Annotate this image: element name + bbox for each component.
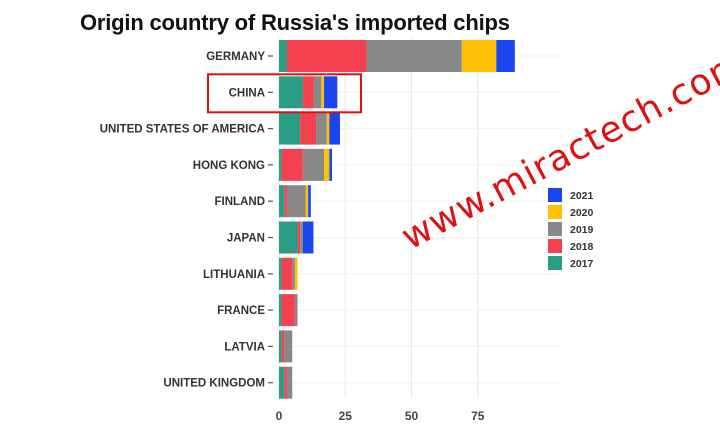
bar-japan-2018: [297, 221, 301, 254]
bar-germany-2021: [496, 40, 515, 72]
category-label: UNITED STATES OF AMERICA: [100, 124, 265, 136]
bar-china-2019: [313, 76, 322, 109]
bar-germany-2017: [279, 40, 287, 72]
x-axis-ticks: 0 25 50 75: [276, 409, 485, 423]
bar-france-2019: [294, 294, 298, 327]
bar-germany-2019: [366, 40, 462, 72]
bar-hong-kong-2021: [329, 148, 332, 181]
bar-finland-2017: [279, 185, 285, 218]
bar-latvia-2019: [284, 330, 293, 363]
category-label: JAPAN: [227, 233, 265, 245]
chart-title: Origin country of Russia's imported chip…: [80, 10, 510, 35]
bar-finland-2019: [286, 185, 306, 218]
highlight-box-group: [207, 73, 362, 114]
x-tick-label: 50: [405, 409, 419, 423]
bar-united-states-of-america-2017: [279, 112, 301, 145]
bar-finland-2021: [308, 185, 311, 218]
category-label: FRANCE: [217, 305, 265, 317]
bar-finland-2018: [284, 185, 287, 218]
legend-label: 2019: [570, 224, 594, 236]
category-label: LATVIA: [224, 341, 265, 353]
legend-swatch-2017: [548, 256, 562, 270]
legend-label: 2017: [570, 258, 594, 270]
bar-japan-2021: [302, 221, 314, 254]
category-label: UNITED KINGDOM: [163, 378, 265, 390]
bar-china-2020: [321, 76, 325, 109]
bar-latvia-2018: [281, 330, 285, 363]
bar-germany-2020: [461, 40, 497, 72]
bar-china-2021: [324, 76, 338, 109]
legend-label: 2021: [570, 190, 594, 202]
legend-swatch-2019: [548, 222, 562, 236]
bar-lithuania-2018: [281, 257, 293, 290]
bar-latvia-2017: [279, 330, 282, 363]
bar-united-states-of-america-2020: [326, 112, 330, 145]
bar-hong-kong-2018: [281, 148, 303, 181]
legend-label: 2018: [570, 241, 594, 253]
category-label: LITHUANIA: [203, 269, 265, 281]
bar-japan-2017: [279, 221, 298, 254]
bars: [279, 40, 515, 399]
bar-united-kingdom-2018: [284, 366, 287, 399]
category-label: HONG KONG: [193, 160, 265, 172]
bar-lithuania-2020: [294, 257, 298, 290]
x-tick-label: 75: [471, 409, 485, 423]
category-label: GERMANY: [206, 51, 265, 63]
bar-lithuania-2019: [292, 257, 295, 290]
legend-label: 2020: [570, 207, 594, 219]
legend-swatch-2018: [548, 239, 562, 253]
bar-lithuania-2017: [279, 257, 282, 290]
highlight-box: [207, 73, 362, 114]
legend: 2021 2020 2019 2018 2017: [548, 188, 594, 270]
bar-hong-kong-2020: [324, 148, 330, 181]
bar-china-2017: [279, 76, 303, 109]
bar-united-kingdom-2017: [279, 366, 285, 399]
category-label: FINLAND: [215, 196, 265, 208]
bar-united-states-of-america-2019: [316, 112, 327, 145]
x-tick-label: 25: [339, 409, 353, 423]
legend-swatch-2020: [548, 205, 562, 219]
bar-united-states-of-america-2018: [300, 112, 317, 145]
bar-china-2018: [302, 76, 314, 109]
bar-united-states-of-america-2021: [329, 112, 340, 145]
category-labels: GERMANY CHINA UNITED STATES OF AMERICA HONG…: [100, 51, 273, 390]
legend-swatch-2021: [548, 188, 562, 202]
bar-hong-kong-2017: [279, 148, 282, 181]
bar-france-2018: [281, 294, 295, 327]
bar-finland-2020: [305, 185, 309, 218]
bar-france-2017: [279, 294, 282, 327]
bar-united-kingdom-2019: [286, 366, 293, 399]
bar-germany-2018: [286, 40, 367, 72]
bar-japan-2019: [300, 221, 303, 254]
bar-hong-kong-2019: [302, 148, 325, 181]
x-tick-label: 0: [276, 409, 283, 423]
category-label: CHINA: [229, 87, 265, 99]
